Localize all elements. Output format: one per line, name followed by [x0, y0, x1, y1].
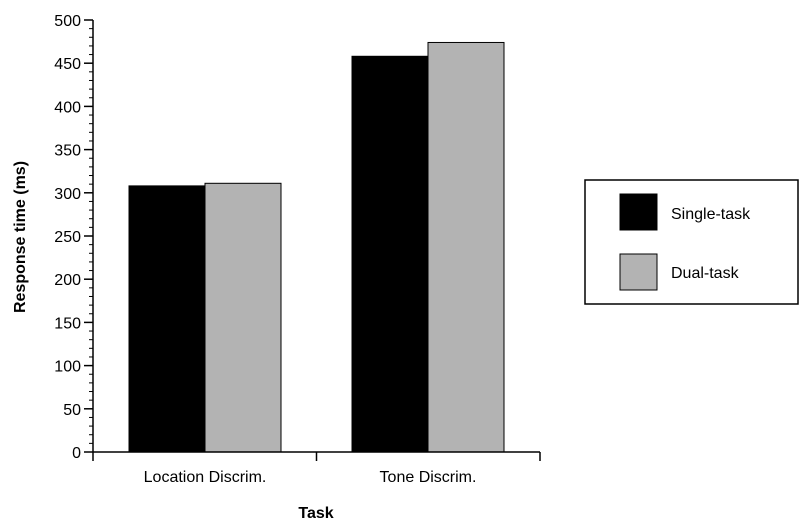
y-tick-label: 350: [54, 143, 81, 160]
y-tick-label: 200: [54, 272, 81, 289]
y-tick-label: 250: [54, 229, 81, 246]
legend: Single-task Dual-task: [584, 179, 799, 305]
legend-label-single-task: Single-task: [671, 206, 751, 223]
y-axis: 0 50 100 150 200 250 300 350 400 450 500: [54, 13, 94, 462]
y-tick-label: 500: [54, 13, 81, 30]
y-tick-label: 450: [54, 56, 81, 73]
y-tick-label: 150: [54, 315, 81, 332]
x-axis: Location Discrim. Tone Discrim.: [92, 451, 541, 486]
y-tick-label: 300: [54, 186, 81, 203]
legend-swatch-dual-task: [619, 253, 658, 291]
y-tick-label: 100: [54, 359, 81, 376]
x-category-label: Tone Discrim.: [380, 469, 477, 486]
x-category-label: Location Discrim.: [144, 469, 267, 486]
bar-dual-task-2: [427, 41, 505, 453]
bars-group: [128, 41, 505, 453]
y-tick-label: 50: [63, 402, 81, 419]
legend-frame: [584, 179, 799, 305]
y-tick-label: 400: [54, 99, 81, 116]
bar-dual-task-1: [204, 182, 282, 453]
x-axis-title: Task: [298, 505, 333, 521]
y-tick-label: 0: [72, 445, 81, 462]
bar-single-task-2: [351, 55, 429, 453]
y-axis-title: Response time (ms): [12, 161, 29, 313]
legend-label-dual-task: Dual-task: [671, 265, 740, 282]
legend-swatch-single-task: [619, 193, 658, 231]
bar-single-task-1: [128, 185, 206, 453]
